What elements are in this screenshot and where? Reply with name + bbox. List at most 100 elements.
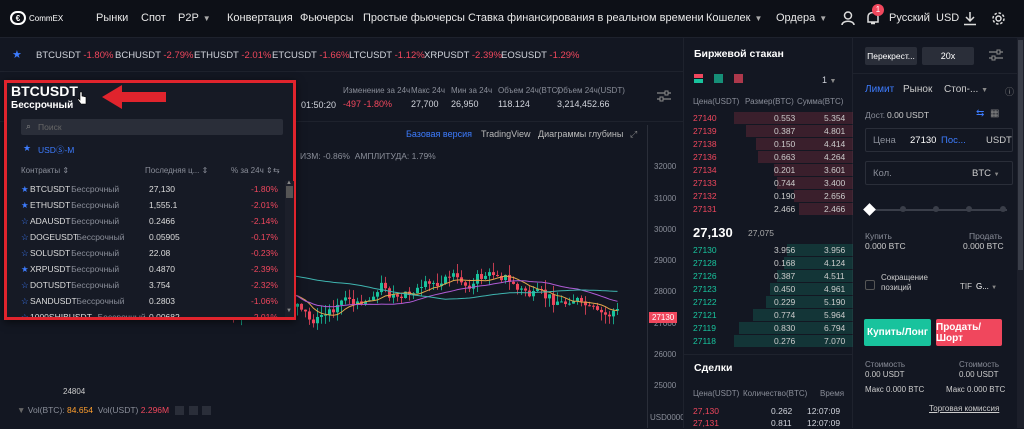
- ticker-item[interactable]: ETHUSDT -2.01%: [194, 50, 272, 61]
- slider-step[interactable]: [933, 206, 939, 212]
- slider-handle[interactable]: [863, 203, 876, 216]
- tab-depth[interactable]: Диаграммы глубины: [538, 129, 624, 139]
- bid-row[interactable]: 27130 3.956 3.956: [684, 244, 854, 256]
- ticker-item[interactable]: BTCUSDT -1.80%: [36, 50, 114, 61]
- language-selector[interactable]: Русский: [889, 12, 930, 24]
- sliders-icon[interactable]: [657, 90, 671, 105]
- bid-row[interactable]: 27128 0.168 4.124: [684, 257, 854, 269]
- star-outline-icon[interactable]: ☆: [21, 248, 29, 258]
- nav-spot[interactable]: Спот: [141, 12, 166, 24]
- transfer-icon[interactable]: ⇆: [976, 108, 985, 119]
- ask-row[interactable]: 27140 0.553 5.354: [684, 112, 854, 124]
- trading-fee-link[interactable]: Торговая комиссия: [929, 404, 1000, 413]
- info-icon[interactable]: ⓘ: [1005, 87, 1015, 97]
- quantity-unit-selector[interactable]: BTC ▼: [972, 168, 1000, 179]
- download-icon[interactable]: [963, 11, 977, 29]
- bid-row[interactable]: 27126 0.387 4.511: [684, 270, 854, 282]
- dropdown-row[interactable]: ☆ SANDUSDT Бессрочный 0.2803 -1.06%: [21, 293, 283, 309]
- star-icon[interactable]: ★: [12, 49, 22, 61]
- dropdown-row[interactable]: ☆ ADAUSDT Бессрочный 0.2466 -2.14%: [21, 213, 283, 229]
- tab-market[interactable]: Рынок: [903, 84, 933, 95]
- scrollbar-thumb[interactable]: [286, 186, 293, 198]
- nav-simple-futures[interactable]: Простые фьючерсы: [363, 12, 465, 24]
- symbol-search-input[interactable]: ⌕ Поиск: [21, 119, 283, 135]
- nav-wallet[interactable]: Кошелек ▼: [706, 12, 762, 24]
- slider-step[interactable]: [900, 206, 906, 212]
- favorites-star-icon[interactable]: ★: [23, 143, 32, 153]
- margin-mode-button[interactable]: Перекрест...: [865, 47, 917, 65]
- col-contracts[interactable]: Контракты ⇕: [21, 166, 70, 175]
- tab-stop[interactable]: Стоп-... ▼: [944, 84, 989, 95]
- scroll-down-icon[interactable]: ▼: [286, 308, 292, 314]
- symbol-name[interactable]: BTCUSDT: [11, 83, 78, 99]
- orderbook-view-both-icon[interactable]: [694, 74, 703, 83]
- star-filled-icon[interactable]: ★: [21, 184, 29, 194]
- ask-row[interactable]: 27132 0.190 2.656: [684, 190, 854, 202]
- user-icon[interactable]: [841, 11, 855, 29]
- ticker-item[interactable]: BCHUSDT -2.79%: [115, 50, 194, 61]
- ask-row[interactable]: 27139 0.387 4.801: [684, 125, 854, 137]
- orderbook-view-asks-icon[interactable]: [734, 74, 743, 83]
- nav-funding-rate[interactable]: Ставка финансирования в реальном времени: [468, 12, 704, 24]
- ticker-item[interactable]: LTCUSDT -1.12%: [349, 50, 425, 61]
- group-usdm-tab[interactable]: USDⓈ-M: [38, 145, 75, 155]
- fullscreen-icon[interactable]: ⤢: [630, 129, 638, 139]
- ask-row[interactable]: 27136 0.663 4.264: [684, 151, 854, 163]
- dropdown-scrollbar[interactable]: ▲ ▼: [285, 180, 294, 317]
- reduce-only-checkbox[interactable]: [865, 280, 875, 290]
- last-price-button[interactable]: Пос...: [941, 135, 966, 146]
- tab-tradingview[interactable]: TradingView: [481, 129, 531, 139]
- dropdown-row[interactable]: ★ ETHUSDT Бессрочный 1,555.1 -2.01%: [21, 197, 283, 213]
- buy-long-button[interactable]: Купить/Лонг: [864, 319, 931, 346]
- currency-selector[interactable]: USD: [936, 12, 960, 24]
- bid-row[interactable]: 27118 0.276 7.070: [684, 335, 854, 347]
- bid-row[interactable]: 27122 0.229 5.190: [684, 296, 854, 308]
- dropdown-row[interactable]: ★ BTCUSDT Бессрочный 27,130 -1.80%: [21, 181, 283, 197]
- sell-short-button[interactable]: Продать/Шорт: [936, 319, 1002, 346]
- nav-orders[interactable]: Ордера ▼: [776, 12, 827, 24]
- sliders-icon[interactable]: [989, 49, 1003, 64]
- gear-icon[interactable]: [991, 11, 1006, 29]
- bid-row[interactable]: 27123 0.450 4.961: [684, 283, 854, 295]
- slider-step[interactable]: [966, 206, 972, 212]
- dropdown-row[interactable]: ☆ DOGEUSDT Бессрочный 0.05905 -0.17%: [21, 229, 283, 245]
- ask-row[interactable]: 27138 0.150 4.414: [684, 138, 854, 150]
- col-last-price[interactable]: Последняя ц... ⇕: [145, 166, 209, 175]
- dropdown-row[interactable]: ★ XRPUSDT Бессрочный 0.4870 -2.39%: [21, 261, 283, 277]
- dropdown-row[interactable]: ☆ 1000SHIBUSDT Бессрочный 0.00682 -2.01%: [21, 309, 283, 317]
- star-outline-icon[interactable]: ☆: [21, 232, 29, 242]
- ticker-item[interactable]: XRPUSDT -2.39%: [424, 50, 502, 61]
- col-change[interactable]: % за 24ч ⇕: [231, 166, 273, 175]
- ask-row[interactable]: 27131 2.466 2.466: [684, 203, 854, 215]
- orderbook-view-bids-icon[interactable]: [714, 74, 723, 83]
- dropdown-row[interactable]: ☆ DOTUSDT Бессрочный 3.754 -2.32%: [21, 277, 283, 293]
- ticker-item[interactable]: ETCUSDT -1.66%: [272, 50, 350, 61]
- bid-row[interactable]: 27119 0.830 6.794: [684, 322, 854, 334]
- dropdown-row[interactable]: ☆ SOLUSDT Бессрочный 22.08 -0.23%: [21, 245, 283, 261]
- scrollbar-thumb[interactable]: [1018, 40, 1023, 270]
- star-outline-icon[interactable]: ☆: [21, 296, 29, 306]
- ask-row[interactable]: 27133 0.744 3.400: [684, 177, 854, 189]
- leverage-button[interactable]: 20x: [922, 47, 974, 65]
- nav-futures[interactable]: Фьючерсы: [300, 12, 354, 24]
- star-filled-icon[interactable]: ★: [21, 200, 29, 210]
- nav-convert[interactable]: Конвертация: [227, 12, 293, 24]
- nav-p2p[interactable]: P2P ▼: [178, 12, 211, 24]
- bid-row[interactable]: 27121 0.774 5.964: [684, 309, 854, 321]
- tab-basic[interactable]: Базовая версия: [406, 129, 472, 139]
- star-outline-icon[interactable]: ☆: [21, 280, 29, 290]
- precision-selector[interactable]: 1 ▼: [822, 75, 837, 85]
- ask-row[interactable]: 27134 0.201 3.601: [684, 164, 854, 176]
- logo[interactable]: € CommEX: [10, 11, 63, 25]
- nav-markets[interactable]: Рынки: [96, 12, 129, 24]
- star-outline-icon[interactable]: ☆: [21, 216, 29, 226]
- tab-limit[interactable]: Лимит: [865, 84, 895, 95]
- swap-icon[interactable]: ⇆: [273, 166, 280, 175]
- calculator-icon[interactable]: ▦: [990, 108, 1000, 119]
- page-scrollbar[interactable]: [1017, 38, 1024, 428]
- ticker-item[interactable]: EOSUSDT -1.29%: [501, 50, 580, 61]
- scroll-up-icon[interactable]: ▲: [286, 180, 292, 186]
- tif-selector[interactable]: G... ▼: [976, 282, 998, 291]
- price-input[interactable]: Цена 27130 Пос... USDT: [865, 128, 1013, 152]
- star-outline-icon[interactable]: ☆: [21, 312, 29, 317]
